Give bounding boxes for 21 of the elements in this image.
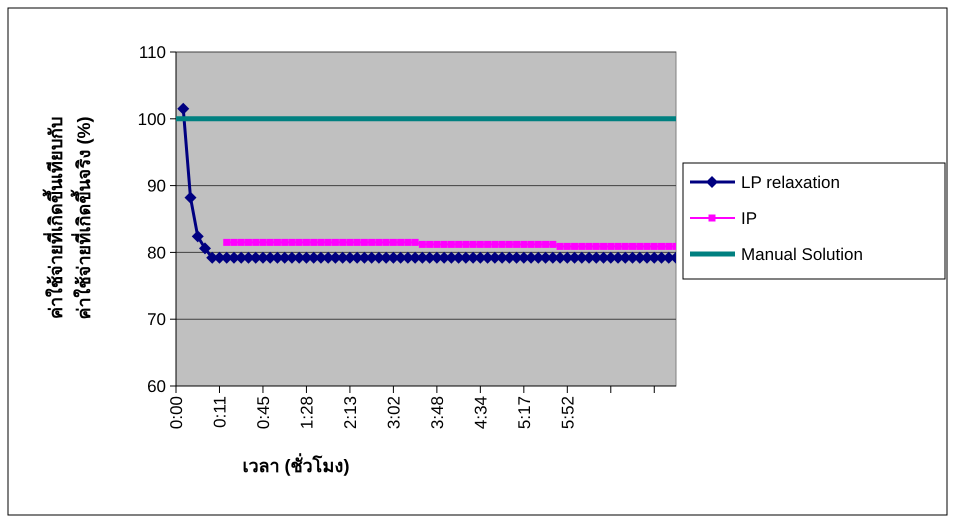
x-tick-label: 3:48: [428, 396, 447, 430]
y-tick-label: 110: [138, 43, 166, 62]
x-tick-label: 1:28: [297, 396, 316, 430]
y-tick-label: 100: [138, 110, 166, 129]
x-tick-label: 2:13: [340, 396, 360, 430]
x-tick-label: 0:11: [210, 396, 230, 428]
legend-label: IP: [741, 209, 758, 228]
x-tick-label: 5:52: [558, 396, 578, 430]
y-tick-label: 60: [147, 377, 166, 396]
legend-label: Manual Solution: [741, 245, 863, 264]
x-axis-title: เวลา (ชั่วโมง): [242, 453, 350, 476]
y-tick-label: 90: [147, 176, 166, 196]
x-tick-label: 4:34: [471, 396, 490, 430]
x-tick-label: 3:02: [384, 396, 404, 430]
y-tick-label: 70: [147, 310, 166, 330]
legend-label: LP relaxation: [741, 173, 840, 192]
x-tick-label: 0:00: [167, 396, 186, 430]
x-tick-label: 0:45: [254, 396, 273, 430]
y-axis-title: ค่าใช้จ่ายที่เกิดขึ้นเทียบกับ ค่าใช้จ่ายที่เกิดขึ้นจริง (%): [42, 116, 94, 320]
y-tick-label: 80: [147, 243, 166, 262]
x-tick-label: 5:17: [514, 396, 534, 430]
